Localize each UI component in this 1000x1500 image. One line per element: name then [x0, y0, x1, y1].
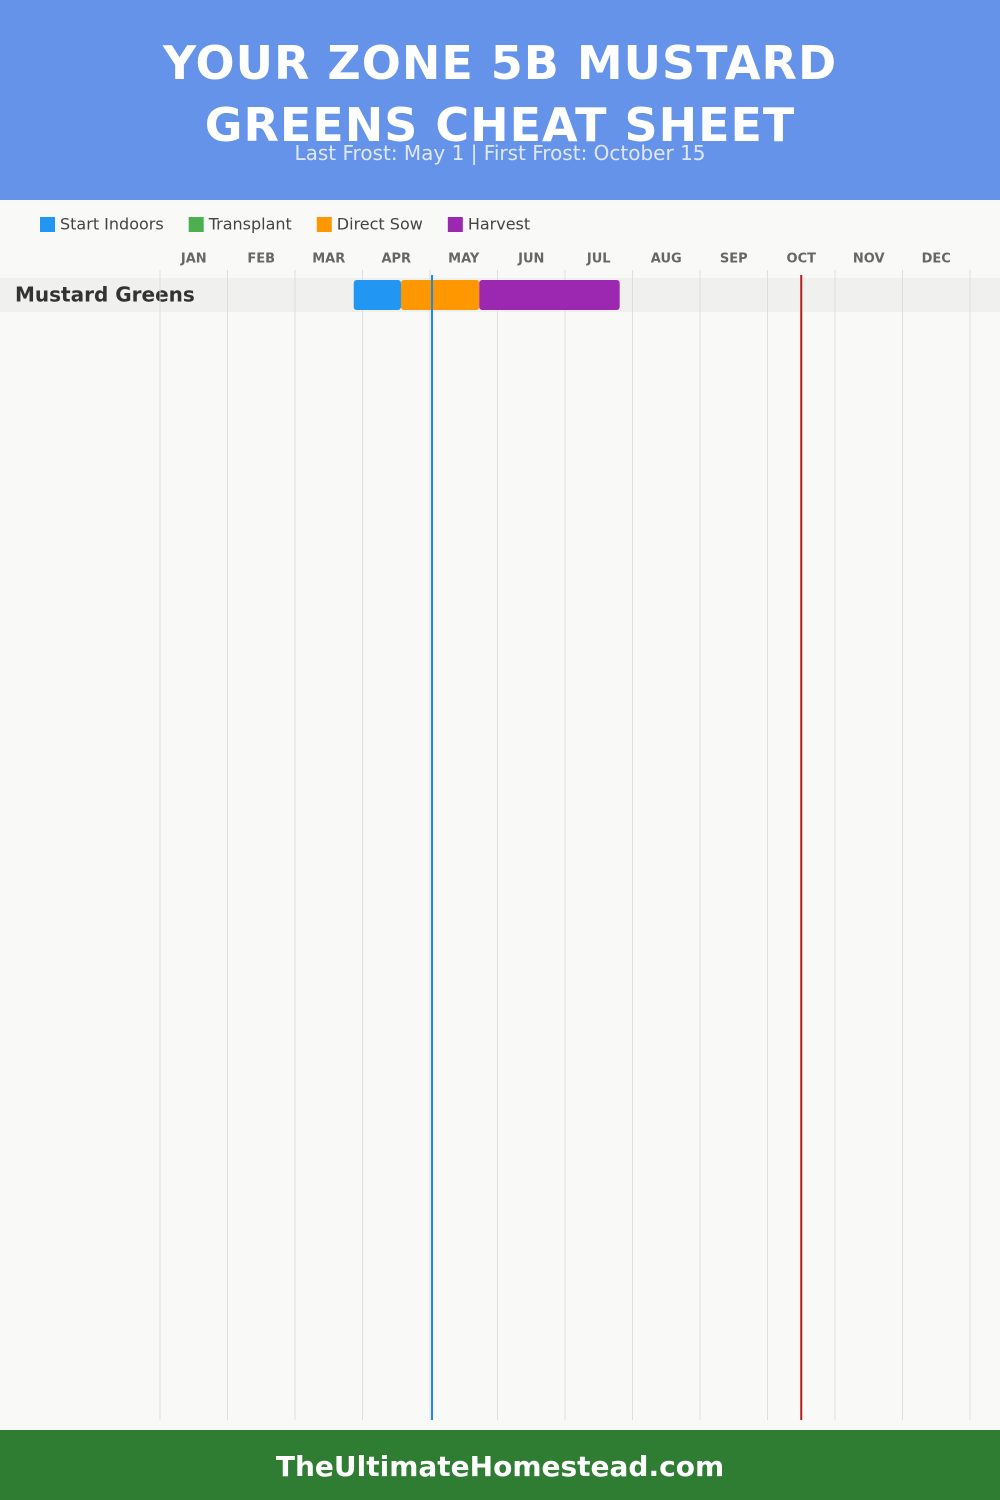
- title: YOUR ZONE 5B MUSTARD GREENS CHEAT SHEET: [162, 36, 838, 152]
- month-label: NOV: [853, 252, 885, 267]
- bar: [353, 280, 401, 310]
- month-label: JUL: [586, 252, 611, 267]
- month-label: MAY: [448, 252, 480, 267]
- month-label: AUG: [651, 252, 682, 267]
- month-label: JAN: [180, 252, 207, 267]
- legend-swatch: [40, 217, 55, 232]
- month-label: DEC: [922, 252, 951, 267]
- month-label: OCT: [787, 252, 817, 267]
- legend-label: Transplant: [208, 215, 292, 234]
- chart: Start Indoors Transplant Direct Sow Harvest…: [0, 215, 1000, 1420]
- bar: [479, 280, 620, 310]
- month-label: SEP: [720, 252, 748, 267]
- legend-label: Harvest: [468, 215, 530, 234]
- legend-swatch: [188, 217, 204, 232]
- legend-swatch: [316, 217, 332, 232]
- bar: [400, 280, 480, 310]
- month-label: JUN: [517, 252, 544, 267]
- footer: TheUltimateHomestead.com: [0, 1430, 1000, 1500]
- month-label: APR: [381, 252, 411, 267]
- legend-swatch: [447, 217, 463, 232]
- month-label: FEB: [247, 252, 275, 267]
- row-label: Mustard Greens: [15, 283, 195, 307]
- footer-text: TheUltimateHomestead.com: [275, 1450, 725, 1483]
- header: YOUR ZONE 5B MUSTARD GREENS CHEAT SHEET …: [0, 0, 1000, 200]
- legend-label: Direct Sow: [337, 215, 423, 234]
- month-label: MAR: [312, 252, 345, 267]
- subtitle: Last Frost: May 1 | First Frost: October…: [294, 141, 706, 165]
- legend-label: Start Indoors: [60, 215, 164, 234]
